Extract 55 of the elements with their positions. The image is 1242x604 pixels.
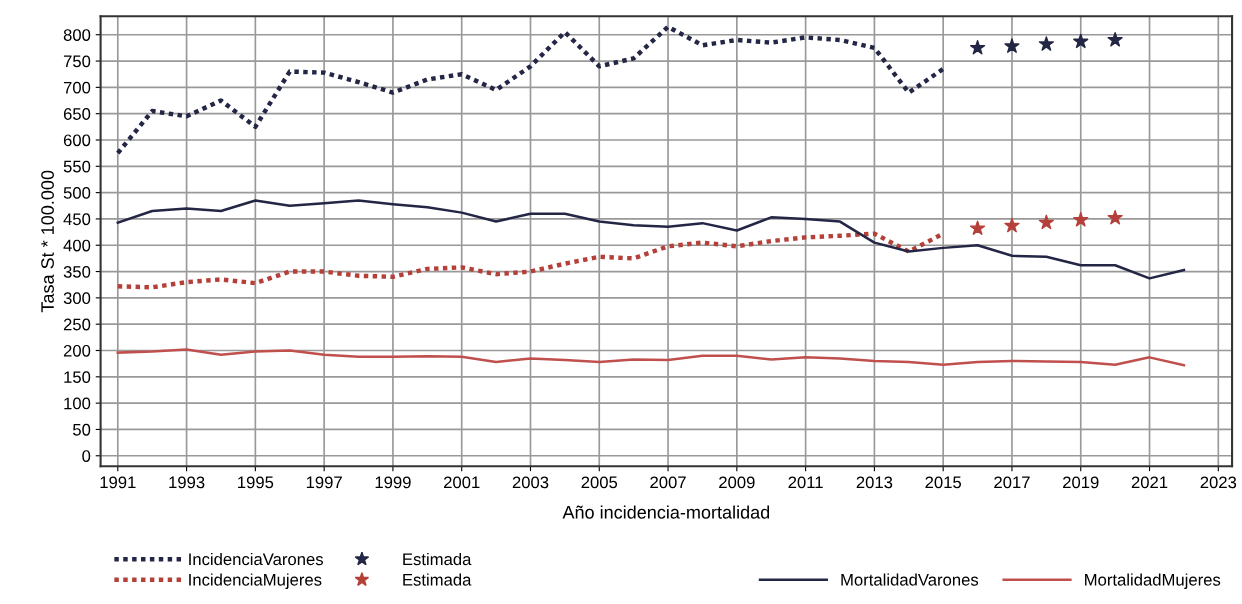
- y-tick-label: 50: [73, 423, 91, 436]
- y-tick-label: 450: [63, 213, 91, 226]
- y-axis-title: Tasa St * 100.000: [41, 170, 54, 313]
- x-tick-label: 1997: [306, 476, 342, 489]
- legend-label: MortalidadMujeres: [1085, 573, 1221, 589]
- point: [1004, 217, 1020, 233]
- point: [1107, 32, 1123, 47]
- x-axis-title: Año incidencia-mortalidad: [562, 505, 770, 519]
- x-tick-label: 1999: [375, 476, 411, 489]
- x-tick-label: 1995: [238, 476, 274, 489]
- point: [969, 39, 986, 55]
- y-tick-label: 600: [63, 134, 91, 147]
- x-tick-label: 1991: [100, 476, 136, 489]
- x-tick-label: 2003: [512, 476, 549, 489]
- point: [1038, 36, 1054, 51]
- point: [1038, 214, 1054, 230]
- y-tick-label: 200: [63, 344, 91, 357]
- y-tick-label: 100: [64, 397, 91, 410]
- x-tick-label: 2005: [581, 476, 618, 489]
- legend-label: Estimada: [403, 573, 472, 586]
- x-tick-label: 2017: [994, 476, 1030, 489]
- y-tick-label: 150: [64, 371, 91, 384]
- line-series: [115, 24, 946, 156]
- legend-label: IncidenciaMujeres: [189, 573, 322, 589]
- point: [1107, 209, 1123, 225]
- point: [1073, 33, 1089, 49]
- y-tick-label: 350: [63, 265, 91, 278]
- x-tick-label: 2019: [1063, 476, 1099, 489]
- x-tick-label: 2013: [856, 476, 893, 489]
- y-tick-label: 400: [63, 239, 91, 252]
- y-tick-label: 250: [63, 318, 91, 331]
- line-series: [116, 199, 1186, 280]
- y-tick-label: 650: [63, 108, 91, 120]
- y-tick-label: 500: [63, 187, 91, 199]
- y-tick-label: 750: [63, 55, 91, 68]
- x-tick-label: 2009: [719, 476, 755, 489]
- x-tick-label: 2011: [788, 476, 823, 489]
- x-tick-label: 2023: [1200, 476, 1237, 489]
- x-tick-label: 2007: [650, 476, 686, 489]
- point: [1073, 212, 1089, 227]
- legend-label: Estimada: [403, 552, 472, 566]
- legend-label: IncidenciaVarones: [189, 552, 323, 566]
- point: [1004, 38, 1020, 53]
- legend-label: MortalidadVarones: [841, 573, 979, 586]
- y-tick-label: 550: [63, 160, 91, 173]
- point: [969, 220, 986, 235]
- x-tick-label: 2015: [925, 476, 962, 489]
- y-tick-label: 800: [63, 29, 91, 41]
- line-series: [116, 348, 1186, 367]
- x-tick-label: 2021: [1131, 476, 1168, 489]
- y-tick-label: 300: [63, 292, 91, 305]
- x-tick-label: 1993: [169, 476, 205, 489]
- y-tick-label: 700: [63, 81, 91, 94]
- y-tick-label: 0: [82, 450, 91, 462]
- x-tick-label: 2001: [444, 476, 480, 489]
